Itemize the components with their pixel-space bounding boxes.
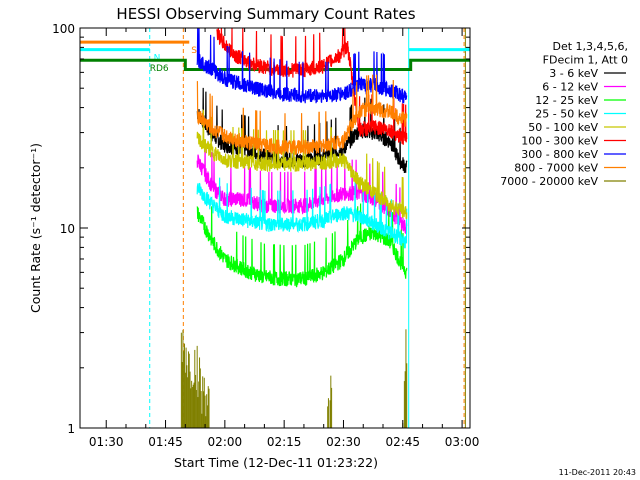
- x-tick-label: 01:45: [148, 435, 183, 449]
- chart-title: HESSI Observing Summary Count Rates: [116, 5, 415, 23]
- x-tick-label: 02:45: [385, 435, 420, 449]
- series-5: [216, 27, 408, 145]
- flag-label: N: [154, 54, 161, 64]
- series-8: [180, 329, 408, 428]
- series-3: [196, 177, 408, 249]
- legend: Det 1,3,4,5,6,FDecim 1, Att 03 - 6 keV6 …: [500, 40, 628, 188]
- flag-label: S: [191, 46, 197, 56]
- flag-label: RD6: [150, 64, 169, 74]
- legend-label-2: 12 - 25 keV: [535, 94, 598, 107]
- y-tick-label: 10: [60, 222, 75, 236]
- legend-header: Det 1,3,4,5,6,: [552, 40, 628, 53]
- legend-label-7: 800 - 7000 keV: [514, 162, 598, 175]
- x-tick-label: 03:00: [445, 435, 480, 449]
- series-layer: [180, 27, 408, 428]
- y-axis-label: Count Rate (s⁻¹ detector⁻¹): [28, 143, 43, 313]
- legend-label-6: 300 - 800 keV: [521, 148, 598, 161]
- series-6: [196, 27, 408, 104]
- legend-label-1: 6 - 12 keV: [542, 81, 598, 94]
- y-tick-label: 100: [52, 22, 75, 36]
- x-tick-label: 02:15: [267, 435, 302, 449]
- legend-label-5: 100 - 300 keV: [521, 135, 598, 148]
- axes-layer: 01:30 01:45 02:00 02:15 02:30 02:45 03:00 1 10 10…: [52, 22, 479, 449]
- y-tick-label: 1: [67, 422, 75, 436]
- legend-label-8: 7000 - 20000 keV: [500, 175, 598, 188]
- x-tick-label: 02:00: [208, 435, 243, 449]
- series-4: [196, 108, 408, 220]
- legend-label-4: 50 - 100 keV: [528, 121, 598, 134]
- x-tick-label: 02:30: [326, 435, 361, 449]
- x-axis-label: Start Time (12-Dec-11 01:23:22): [174, 455, 378, 470]
- footer-timestamp: 11-Dec-2011 20:43: [559, 468, 636, 477]
- series-2: [196, 203, 408, 288]
- legend-header: FDecim 1, Att 0: [543, 54, 628, 67]
- legend-label-3: 25 - 50 keV: [535, 108, 598, 121]
- series-1: [196, 139, 408, 234]
- x-tick-label: 01:30: [89, 435, 124, 449]
- legend-label-0: 3 - 6 keV: [549, 67, 598, 80]
- series-7: [196, 74, 408, 156]
